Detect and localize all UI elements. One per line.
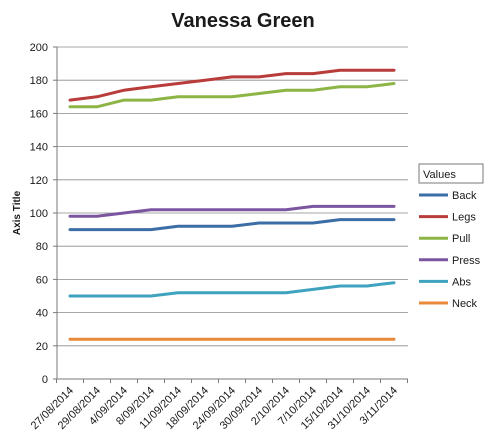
y-tick-label: 200 — [30, 42, 48, 54]
legend-label-legs: Legs — [452, 212, 476, 224]
legend-label-neck: Neck — [452, 298, 478, 310]
y-tick-label: 180 — [30, 75, 48, 87]
series-lines — [68, 68, 396, 341]
y-tick-label: 40 — [36, 308, 48, 320]
legend: Values Back Legs Pull Press Abs Neck — [418, 163, 484, 310]
y-tick-label: 0 — [42, 374, 48, 386]
series-line-legs — [68, 68, 396, 102]
y-tick-label: 160 — [30, 108, 48, 120]
series-line-back — [68, 218, 396, 232]
y-tick-label: 60 — [36, 274, 48, 286]
chart-title: Vanessa Green — [171, 10, 314, 32]
series-line-pull — [68, 82, 396, 109]
y-tick-label: 80 — [36, 241, 48, 253]
y-tick-label: 20 — [36, 341, 48, 353]
y-tick-label: 120 — [30, 175, 48, 187]
legend-items: Back Legs Pull Press Abs Neck — [419, 190, 481, 310]
legend-label-pull: Pull — [452, 233, 470, 245]
y-tick-label: 100 — [30, 208, 48, 220]
legend-label-back: Back — [452, 190, 477, 202]
series-line-abs — [68, 281, 396, 298]
series-line-press — [68, 204, 396, 218]
y-tick-label: 140 — [30, 142, 48, 154]
x-axis-ticks: 27/08/201429/08/20144/09/20148/09/201411… — [29, 379, 408, 432]
legend-label-press: Press — [452, 255, 481, 267]
y-axis-ticks: 0 20 40 60 80 100 120 140 160 180 200 — [30, 42, 57, 386]
legend-label-abs: Abs — [452, 276, 471, 288]
legend-title: Values — [423, 169, 456, 181]
legend-title-box — [418, 163, 484, 184]
gridlines — [57, 46, 408, 347]
y-axis-title: Axis Title — [12, 190, 23, 235]
